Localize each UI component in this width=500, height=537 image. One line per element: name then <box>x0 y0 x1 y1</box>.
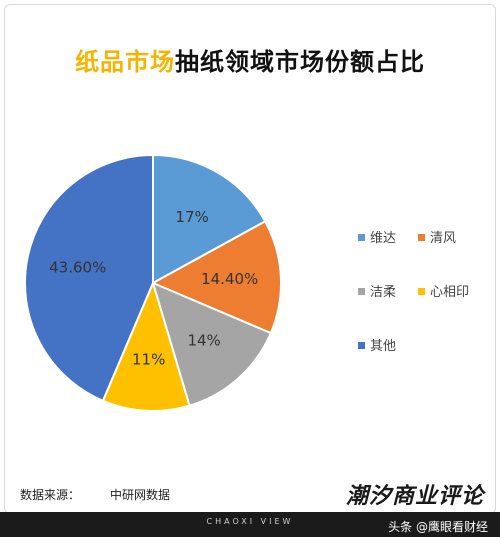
pie-slice-3 <box>151 281 273 407</box>
pie-slice-5 <box>24 153 154 403</box>
chart-title: 纸品市场抽纸领域市场份额占比 <box>0 42 500 77</box>
slice-label-1: 17% <box>175 208 208 226</box>
legend-item-5: 其他 <box>358 339 396 354</box>
watermark: 头条 @鹰眼看财经 <box>388 520 488 534</box>
legend-label: 心相印 <box>430 285 469 300</box>
slice-label-3: 14% <box>187 331 220 349</box>
footer-bar-text: CHAOXI VIEW <box>206 517 294 526</box>
legend-swatch <box>418 288 425 295</box>
brand-logo: 潮汐商业评论 <box>345 484 484 509</box>
pie-slice-2 <box>150 219 282 335</box>
pie-slice-4 <box>101 280 191 412</box>
data-source: 数据来源： 中研网数据 <box>20 486 170 503</box>
source-label: 数据来源： <box>20 488 81 502</box>
title-highlight: 纸品市场 <box>75 48 175 76</box>
legend-label: 其他 <box>370 339 396 354</box>
legend-label: 清风 <box>430 231 456 246</box>
legend-item-3: 洁柔 <box>358 285 396 300</box>
source-value: 中研网数据 <box>110 488 171 502</box>
legend-swatch <box>358 342 365 349</box>
pie-slice-1 <box>152 153 267 285</box>
legend-swatch <box>358 288 365 295</box>
legend-swatch <box>418 234 425 241</box>
legend-label: 维达 <box>370 231 396 246</box>
legend-item-2: 清风 <box>418 231 456 246</box>
legend-label: 洁柔 <box>370 285 396 300</box>
slice-label-4: 11% <box>132 351 165 369</box>
footer-bar: CHAOXI VIEW 头条 @鹰眼看财经 <box>0 512 500 537</box>
slice-label-2: 14.40% <box>201 270 258 288</box>
legend-item-1: 维达 <box>358 231 396 246</box>
legend-swatch <box>358 234 365 241</box>
title-rest: 抽纸领域市场份额占比 <box>175 48 425 76</box>
legend-item-4: 心相印 <box>418 285 469 300</box>
slice-label-5: 43.60% <box>49 259 106 277</box>
